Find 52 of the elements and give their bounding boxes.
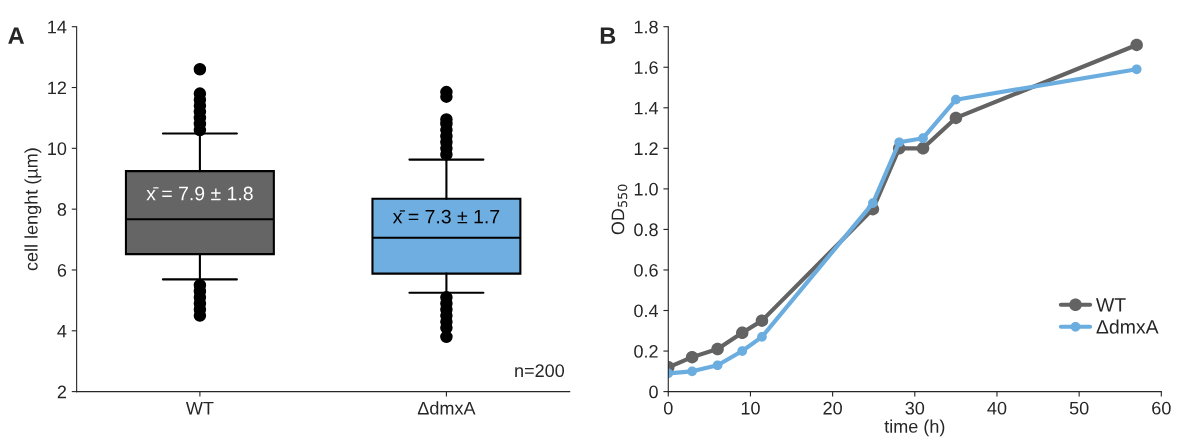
- x-tick-label: 30: [905, 401, 925, 415]
- point: [868, 198, 878, 208]
- y-tick-label: 0.4: [634, 304, 659, 318]
- point: [949, 111, 963, 125]
- point: [916, 142, 930, 155]
- annotation: n=200: [515, 364, 565, 378]
- point: [1131, 64, 1142, 75]
- y-tick-label: 2: [57, 385, 67, 399]
- x-tick-label: ΔdmxA: [417, 401, 476, 415]
- x-tick-label: 40: [987, 401, 1007, 415]
- x-tick-label: 20: [823, 401, 842, 415]
- y-tick-label: 12: [48, 81, 67, 95]
- y-tick-label: 1.6: [634, 61, 658, 74]
- x-tick-label: 10: [741, 401, 760, 415]
- chart-title: A: [8, 27, 25, 44]
- point: [894, 137, 905, 148]
- point: [918, 133, 928, 144]
- point: [735, 326, 749, 340]
- y-tick-label: 1.0: [634, 182, 658, 196]
- y-tick-label: 4: [57, 324, 67, 338]
- annotation: x̄ = 7.3 ± 1.7: [392, 209, 500, 224]
- y-tick-label: 6: [57, 263, 67, 277]
- x-tick-label: 0: [663, 401, 673, 415]
- y-axis-title: cell lenght (µm): [24, 148, 42, 271]
- point: [1130, 38, 1143, 52]
- y-tick-label: 8: [57, 203, 67, 216]
- y-tick-label: 1.2: [634, 142, 658, 155]
- x-tick-label: 50: [1069, 401, 1089, 415]
- y-tick-label: 1.8: [634, 20, 658, 34]
- point: [687, 366, 697, 377]
- point: [712, 360, 723, 371]
- y-tick-label: 0: [649, 385, 658, 399]
- point: [755, 314, 769, 327]
- y-tick-label: 14: [48, 20, 67, 34]
- chart-title: B: [600, 27, 616, 44]
- legend-label: ΔdmxA: [1096, 319, 1159, 334]
- y-tick-label: 1.4: [634, 101, 659, 115]
- x-axis-title: time (h): [884, 419, 945, 437]
- point: [711, 342, 724, 356]
- point: [685, 350, 699, 364]
- legend-label: WT: [1096, 298, 1126, 312]
- point: [951, 94, 961, 105]
- y-tick-label: 10: [48, 142, 67, 156]
- annotation: x̄ = 7.9 ± 1.8: [146, 186, 253, 201]
- point: [757, 332, 767, 342]
- x-tick-label: 60: [1152, 401, 1171, 415]
- y-tick-label: 0.8: [634, 223, 658, 237]
- y-tick-label: 0.2: [634, 344, 658, 358]
- y-tick-label: 0.6: [634, 263, 658, 277]
- y-axis-title: OD$_{550}$: [611, 184, 628, 235]
- x-tick-label: WT: [185, 401, 214, 415]
- point: [737, 346, 748, 356]
